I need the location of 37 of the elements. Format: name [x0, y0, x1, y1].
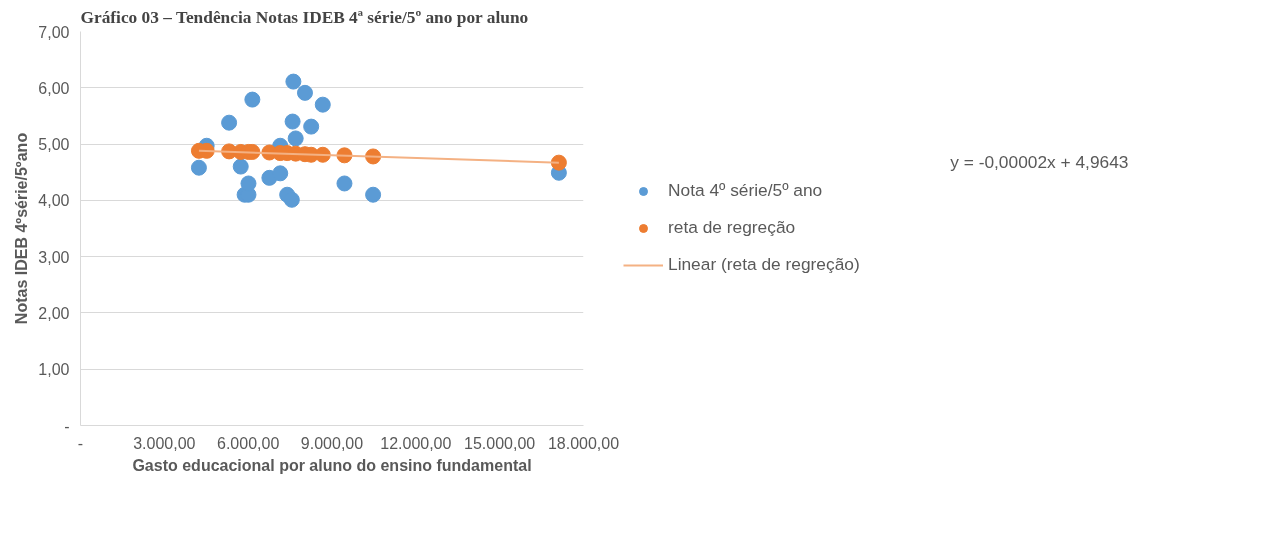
- text: y = -0,00002x + 4,9643: [950, 151, 1129, 174]
- point: [296, 84, 313, 101]
- point: [285, 73, 302, 90]
- x-axis-title: Gasto educacional por aluno do ensino fundamental: [132, 456, 532, 474]
- x-tick-label: 12.000,00: [380, 434, 452, 452]
- x-tick-label: -: [77, 434, 84, 452]
- legend-label: Linear (reta de regreção): [668, 254, 860, 275]
- point: [365, 186, 382, 203]
- y-tick-label: 2,00: [38, 304, 70, 322]
- legend-label: Nota 4º série/5º ano: [668, 180, 823, 201]
- point: [221, 114, 238, 131]
- x-tick-label: 3.000,00: [133, 434, 196, 452]
- point: [287, 130, 304, 147]
- point: [336, 175, 353, 192]
- point: [550, 154, 567, 171]
- point: [314, 96, 331, 113]
- x-tick-label: 15.000,00: [464, 434, 536, 452]
- x-tick-label: 9.000,00: [300, 434, 364, 452]
- y-tick-label: 4,00: [38, 192, 70, 210]
- y-tick-label: 3,00: [38, 248, 70, 266]
- point: [303, 118, 320, 135]
- chart-title: Gráfico 03 – Tendência Notas IDEB 4ª série/5º ano por aluno: [80, 7, 529, 27]
- y-tick-label: 1,00: [38, 361, 70, 379]
- point: [232, 158, 249, 175]
- x-tick-label: 18.000,00: [547, 434, 620, 452]
- point: [283, 191, 300, 208]
- legend-label: reta de regreção: [668, 217, 796, 238]
- y-tick-label: -: [64, 417, 70, 435]
- y-axis-title: Notas IDEB 4ºsérie/5ºano: [13, 132, 31, 325]
- y-tick-label: 5,00: [38, 136, 70, 154]
- point: [190, 159, 207, 176]
- point: [272, 165, 289, 182]
- y-tick-label: 6,00: [38, 79, 70, 97]
- point: [244, 91, 261, 108]
- y-tick-label: 7,00: [38, 23, 70, 41]
- point: [284, 113, 301, 130]
- x-tick-label: 6.000,00: [217, 434, 280, 452]
